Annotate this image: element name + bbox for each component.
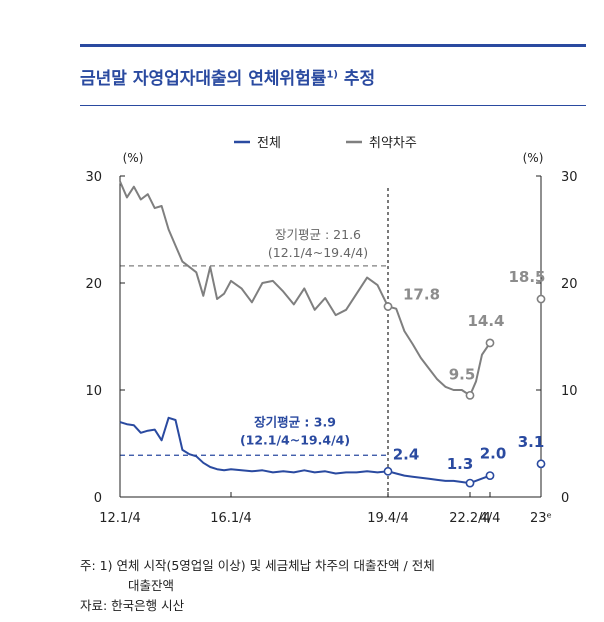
data-label-vulnerable: 18.5 bbox=[508, 268, 545, 286]
footnote-line-2: 대출잔액 bbox=[128, 578, 175, 593]
x-tick-label: 23ᵉ bbox=[530, 511, 552, 526]
left-y-tick-label: 30 bbox=[85, 170, 102, 185]
x-tick-label: 19.4/4 bbox=[367, 511, 409, 526]
title-suffix: 추정 bbox=[337, 69, 376, 89]
reference-label-total: 장기평균 : 3.9 bbox=[254, 414, 336, 429]
marker-point-vulnerable bbox=[465, 390, 475, 400]
chart-title: 금년말 자영업자대출의 연체위험률1) 추정 bbox=[80, 64, 375, 89]
footnote-line-1: 주: 1) 연체 시작(5영업일 이상) 및 세금체납 차주의 대출잔액 / 전… bbox=[80, 558, 435, 573]
x-tick-label: 12.1/4 bbox=[99, 511, 141, 526]
marker-point-total bbox=[465, 478, 475, 488]
data-label-total: 2.4 bbox=[393, 445, 420, 463]
marker-layer: 17.8 9.5 14.4 18.5 2.4 1.3 2.0 3.1 bbox=[383, 268, 546, 488]
legend: 전체 취약차주 bbox=[234, 136, 417, 151]
right-y-tick-label: 20 bbox=[561, 277, 578, 292]
left-y-tick-label: 0 bbox=[94, 491, 102, 506]
title-text: 금년말 자영업자대출의 연체위험률 bbox=[80, 69, 327, 89]
data-label-vulnerable: 14.4 bbox=[467, 312, 504, 330]
legend-label-vulnerable: 취약차주 bbox=[369, 136, 417, 151]
title-underline bbox=[80, 105, 586, 106]
data-label-total: 1.3 bbox=[447, 455, 474, 473]
x-tick-label: 4/4 bbox=[480, 511, 501, 526]
notes: 주: 1) 연체 시작(5영업일 이상) 및 세금체납 차주의 대출잔액 / 전… bbox=[80, 556, 580, 616]
right-y-tick-label: 10 bbox=[561, 384, 578, 399]
series-layer bbox=[119, 181, 491, 485]
reference-label-vulnerable: 장기평균 : 21.6 bbox=[275, 227, 361, 242]
series-projection-vulnerable bbox=[469, 342, 491, 396]
data-label-total: 3.1 bbox=[518, 433, 545, 451]
marker-point-total bbox=[383, 466, 393, 476]
left-y-tick-label: 20 bbox=[85, 277, 102, 292]
series-line-total bbox=[119, 416, 471, 485]
right-y-tick-label: 0 bbox=[561, 491, 569, 506]
x-tick-label: 22.2/4 bbox=[449, 511, 491, 526]
right-y-tick-label: 30 bbox=[561, 170, 578, 185]
data-label-vulnerable: 17.8 bbox=[403, 286, 440, 304]
left-unit-label: (%) bbox=[123, 151, 144, 165]
data-label-total: 2.0 bbox=[480, 445, 507, 463]
title-footnote-mark: 1) bbox=[326, 69, 338, 81]
x-tick-label: 16.1/4 bbox=[210, 511, 252, 526]
marker-point-vulnerable bbox=[383, 302, 393, 311]
source-line: 자료: 한국은행 시산 bbox=[80, 598, 185, 613]
reference-period-vulnerable: (12.1/4~19.4/4) bbox=[268, 245, 368, 260]
marker-point-vulnerable bbox=[536, 294, 546, 304]
reference-layer: 장기평균 : 21.6 (12.1/4~19.4/4) 장기평균 : 3.9 (12.… bbox=[120, 188, 389, 497]
data-label-vulnerable: 9.5 bbox=[449, 365, 476, 383]
marker-point-total bbox=[536, 459, 546, 469]
series-line-vulnerable bbox=[119, 181, 471, 397]
right-unit-label: (%) bbox=[523, 151, 544, 165]
legend-label-total: 전체 bbox=[257, 136, 281, 151]
top-rule bbox=[80, 44, 586, 47]
line-chart: 장기평균 : 21.6 (12.1/4~19.4/4) 장기평균 : 3.9 (12.… bbox=[85, 136, 577, 526]
left-y-tick-label: 10 bbox=[85, 384, 102, 399]
axis-layer: 0 0 10 10 20 20 30 30 (%) (%) 12.1/4 16.1/4 19.4/4 22… bbox=[85, 151, 577, 526]
reference-period-total: (12.1/4~19.4/4) bbox=[240, 432, 350, 447]
marker-point-total bbox=[485, 471, 495, 480]
marker-point-vulnerable bbox=[485, 338, 495, 348]
